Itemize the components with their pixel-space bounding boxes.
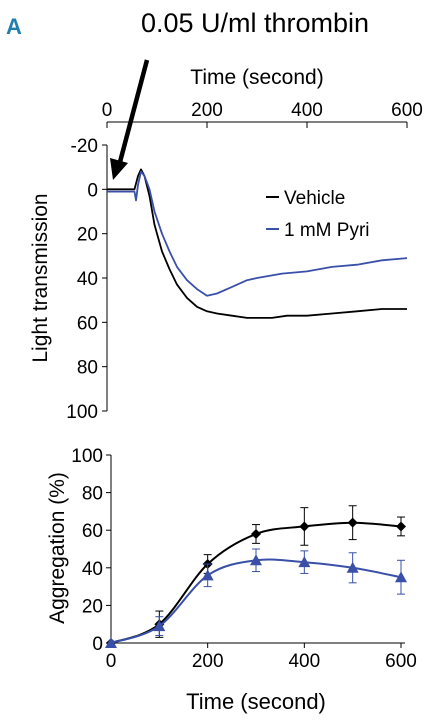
y-tick-label: 40 [77,269,98,290]
series-line-pyri [107,170,408,297]
data-point-pyri [105,637,117,648]
y-axis-title: Light transmission [29,193,52,362]
x-tick-label: 0 [106,651,117,672]
data-point-pyri [346,561,359,573]
data-point-pyri [201,569,214,581]
panel-label: A [6,14,22,39]
y-tick-label: -20 [71,136,98,157]
data-point-pyri [153,620,166,632]
y-tick-label: 40 [82,559,103,580]
legend-label: Vehicle [284,188,345,209]
y-tick-label: 80 [77,358,98,379]
y-tick-label: 80 [82,484,103,505]
y-tick-label: 0 [87,180,98,201]
series-line-vehicle [107,168,407,319]
x-tick-label: 400 [288,651,320,672]
legend-label: 1 mM Pyri [284,220,370,241]
y-tick-label: 60 [77,313,98,334]
data-point-vehicle [251,528,261,539]
aggregation-chart: 0 20 40 60 80 100 0 200 400 600 Time (second) Aggre… [46,446,417,714]
thrombin-arrow-shaft [117,59,150,163]
data-point-vehicle [396,521,406,532]
y-axis-title: Aggregation (%) [46,472,69,624]
x-tick-label: 600 [385,651,417,672]
y-tick-label: 100 [66,402,98,423]
thrombin-annotation: 0.05 U/ml thrombin [141,8,369,38]
data-point-pyri [395,571,407,583]
y-tick-label: 60 [82,521,103,542]
thrombin-arrow-head [110,158,128,180]
x-tick-label: 0 [102,100,113,121]
data-point-pyri [250,554,262,566]
x-axis-title: Time (second) [186,689,326,714]
y-tick-label: 0 [92,634,103,655]
x-tick-label: 400 [291,100,323,121]
y-tick-label: 100 [71,446,103,467]
x-axis-title: Time (second) [190,66,323,89]
x-tick-label: 600 [391,100,423,121]
data-point-vehicle [347,517,358,528]
x-tick-label: 200 [191,100,223,121]
x-tick-label: 200 [192,651,224,672]
data-point-vehicle [299,521,310,532]
y-tick-label: 20 [77,225,98,246]
data-point-pyri [298,556,311,568]
y-tick-label: 20 [82,596,103,617]
